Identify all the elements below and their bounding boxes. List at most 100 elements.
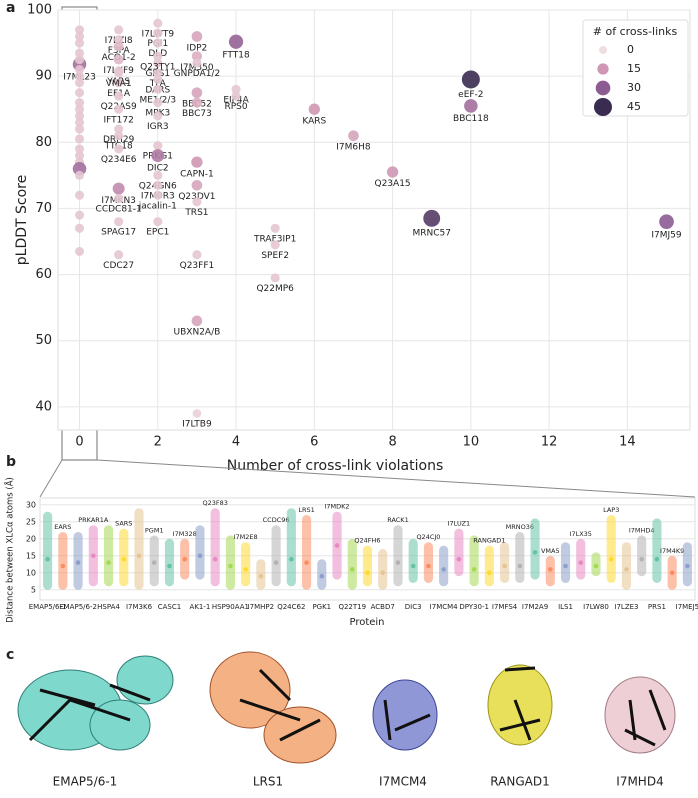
point xyxy=(231,84,241,94)
point xyxy=(114,68,124,78)
median-dot xyxy=(334,543,340,548)
median-dot xyxy=(593,563,599,569)
x-tick-label: I7M2A9 xyxy=(522,603,548,611)
point-label: IDP2 xyxy=(187,43,208,53)
point xyxy=(191,179,203,191)
point-label: I7LTB9 xyxy=(182,419,212,429)
y-tick-label: 10 xyxy=(26,568,36,577)
median-dot xyxy=(182,556,188,562)
x-tick-label: I7MEJ5 xyxy=(676,603,698,611)
category-annotation: PGM1 xyxy=(145,526,164,534)
x-tick-label: AK1-1 xyxy=(190,603,211,611)
category-annotation: I7LUZ1 xyxy=(448,520,471,528)
point-label: CCDC81-1 xyxy=(96,205,142,215)
median-dot xyxy=(426,563,431,569)
category-annotation: LAP3 xyxy=(603,506,619,514)
point xyxy=(191,97,203,108)
median-dot xyxy=(319,573,325,579)
violin xyxy=(103,525,114,587)
violin xyxy=(362,545,373,587)
panel-letter: c xyxy=(6,647,14,663)
point-label: RPS0 xyxy=(224,102,247,112)
violin xyxy=(423,542,433,583)
point xyxy=(464,99,478,113)
x-tick-label: 10 xyxy=(463,435,480,450)
point xyxy=(461,70,480,89)
violin xyxy=(393,525,403,587)
point xyxy=(114,124,124,134)
point xyxy=(74,31,85,42)
x-tick-label: EMAP5/6-2 xyxy=(59,603,97,611)
point xyxy=(153,58,163,68)
point-label: I7M350 xyxy=(180,63,214,73)
point-label: SPEF2 xyxy=(261,251,289,261)
point xyxy=(72,161,87,176)
point-label: VMA1 xyxy=(106,79,132,89)
x-tick-label: DIC3 xyxy=(405,603,422,611)
median-dot xyxy=(212,556,218,562)
point xyxy=(74,144,85,154)
x-tick-label: 6 xyxy=(310,435,318,450)
point xyxy=(270,223,280,233)
median-dot xyxy=(441,567,446,572)
category-annotation: CCDC96 xyxy=(263,516,290,524)
point xyxy=(153,190,163,200)
x-tick-label: PGK1 xyxy=(312,603,331,611)
x-tick-label: I7MFS4 xyxy=(492,603,518,611)
y-tick-label: 80 xyxy=(35,135,52,150)
x-tick-label: ACBD7 xyxy=(371,603,395,611)
x-tick-label: Q24C62 xyxy=(277,603,305,611)
point xyxy=(112,182,125,195)
median-dot xyxy=(502,563,507,569)
point-label: BBC118 xyxy=(453,114,489,124)
point xyxy=(153,170,163,180)
structure-label: I7MCM4 xyxy=(379,775,427,789)
median-dot xyxy=(456,556,462,562)
panel-letter: a xyxy=(6,0,15,16)
point xyxy=(74,55,85,65)
violin xyxy=(134,508,144,590)
point xyxy=(114,104,124,114)
point xyxy=(386,166,399,178)
point-label: FTT18 xyxy=(222,50,250,60)
violin xyxy=(469,535,479,587)
point xyxy=(348,130,359,142)
point xyxy=(114,35,124,45)
point-label: Q23A15 xyxy=(375,179,411,189)
structure-emap xyxy=(17,655,174,751)
median-dot xyxy=(197,553,203,559)
median-dot xyxy=(578,560,584,565)
x-tick-label: 8 xyxy=(388,435,396,450)
violin xyxy=(225,535,235,590)
violin xyxy=(241,542,251,587)
point-label: Q234E6 xyxy=(101,155,137,165)
point xyxy=(114,91,124,101)
legend-title: # of cross-links xyxy=(593,25,678,38)
zoom-line xyxy=(96,459,696,498)
point-label: KARS xyxy=(302,116,326,126)
violin xyxy=(302,515,312,590)
point xyxy=(192,250,202,260)
structure-label: LRS1 xyxy=(253,775,283,789)
structure-label: EMAP5/6-1 xyxy=(53,775,118,789)
y-tick-label: 5 xyxy=(31,585,36,594)
point xyxy=(113,54,124,65)
violin xyxy=(621,542,632,590)
legend-label: 30 xyxy=(627,81,641,94)
point xyxy=(114,25,124,35)
median-dot xyxy=(471,567,477,572)
point xyxy=(113,41,124,52)
violin xyxy=(484,545,494,587)
point-label: BBC73 xyxy=(182,109,212,119)
point-label: TRS1 xyxy=(184,208,208,218)
point xyxy=(191,31,203,42)
point xyxy=(114,131,124,141)
point xyxy=(153,111,163,121)
point xyxy=(231,91,241,101)
point xyxy=(228,34,244,49)
category-annotation: EARS xyxy=(54,523,71,531)
legend-marker xyxy=(595,80,611,96)
point xyxy=(659,214,674,229)
x-tick-label: CASC1 xyxy=(158,603,181,611)
point-label: Q23DV1 xyxy=(178,192,215,202)
